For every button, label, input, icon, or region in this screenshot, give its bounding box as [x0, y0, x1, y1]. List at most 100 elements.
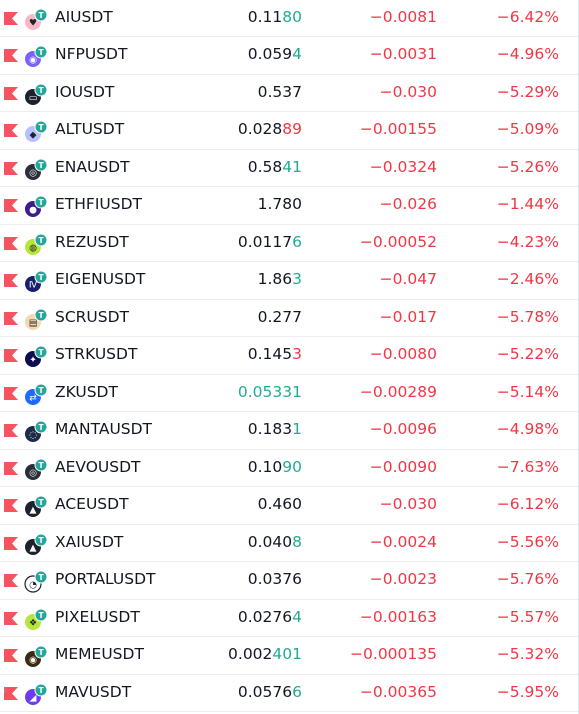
- svg-text:▤: ▤: [29, 318, 38, 328]
- watchlist-row[interactable]: ◉ T NFPUSDT 0.0594 −0.0031 −4.96%: [0, 37, 579, 75]
- flag-icon[interactable]: [4, 236, 18, 250]
- flag-icon[interactable]: [4, 12, 18, 25]
- price-tail: 80: [282, 8, 302, 26]
- svg-text:❖: ❖: [29, 618, 37, 628]
- watchlist-row[interactable]: Ⅳ T EIGENUSDT 1.863 −0.047 −2.46%: [0, 262, 579, 300]
- flag-icon[interactable]: [4, 124, 18, 137]
- last-price: 0.0376: [248, 570, 302, 588]
- symbol-label[interactable]: REZUSDT: [55, 232, 129, 251]
- last-price: 0.05766: [238, 683, 302, 701]
- coin-logo-icon: ● T: [25, 195, 48, 217]
- last-price: 1.863: [258, 270, 302, 288]
- percent-change: −4.96%: [496, 45, 559, 63]
- watchlist-row[interactable]: ▭ T IOUSDT 0.537 −0.030 −5.29%: [0, 75, 579, 112]
- price-change: −0.00163: [359, 607, 437, 626]
- price-tail: 8: [292, 532, 302, 551]
- watchlist-row[interactable]: ♥ T AIUSDT 0.1180 −0.0081 −6.42%: [0, 0, 579, 37]
- flag-icon[interactable]: [4, 49, 18, 62]
- last-price: 0.02764: [238, 608, 302, 626]
- symbol-label[interactable]: MAVUSDT: [55, 682, 132, 701]
- coin-logo-icon: ⇄ T: [25, 383, 48, 405]
- flag-icon[interactable]: [4, 386, 18, 400]
- svg-text:◎: ◎: [29, 168, 37, 178]
- watchlist-row[interactable]: ◎ T AEVOUSDT 0.1090 −0.0090 −7.63%: [0, 450, 579, 487]
- flag-icon[interactable]: [4, 686, 18, 700]
- last-price: 0.1180: [248, 8, 302, 26]
- price-base: 0.040: [247, 532, 293, 551]
- flag-icon[interactable]: [4, 461, 18, 475]
- expand-chevron-icon[interactable]: ›: [3, 684, 8, 697]
- watchlist-row[interactable]: ◢ T MAVUSDT 0.05766 −0.00365 −5.95%: [0, 675, 579, 712]
- watchlist-row[interactable]: ◔ T PORTALUSDT 0.0376 −0.0023 −5.76%: [0, 562, 579, 600]
- svg-text:T: T: [38, 648, 44, 657]
- watchlist-row[interactable]: ◉ T MEMEUSDT 0.002401 −0.000135 −5.32%: [0, 637, 579, 675]
- price-tail: 90: [282, 457, 302, 476]
- percent-change: −6.42%: [496, 8, 559, 26]
- flag-icon[interactable]: [4, 499, 18, 512]
- symbol-label[interactable]: NFPUSDT: [55, 45, 128, 63]
- percent-change: −4.98%: [496, 420, 559, 438]
- watchlist-row[interactable]: ◍ T REZUSDT 0.01176 −0.00052 −4.23%: [0, 225, 579, 262]
- watchlist-row[interactable]: ◎ T ENAUSDT 0.5841 −0.0324 −5.26%: [0, 150, 579, 187]
- svg-text:⇄: ⇄: [29, 393, 37, 403]
- price-change: −0.0081: [369, 8, 437, 26]
- percent-change: −7.63%: [496, 457, 559, 476]
- price-change: −0.0096: [369, 420, 437, 438]
- price-base: 0.0576: [237, 682, 293, 701]
- flag-icon[interactable]: [4, 611, 18, 625]
- price-change: −0.0090: [369, 457, 437, 476]
- symbol-label[interactable]: IOUSDT: [55, 82, 115, 101]
- symbol-label[interactable]: ZKUSDT: [55, 382, 118, 401]
- flag-icon[interactable]: [4, 649, 18, 662]
- svg-text:●: ●: [29, 206, 37, 216]
- flag-icon[interactable]: [4, 349, 18, 362]
- symbol-label[interactable]: STRKUSDT: [55, 345, 138, 363]
- coin-logo-icon: ▲ T: [25, 495, 48, 517]
- watchlist-row[interactable]: ▲ T ACEUSDT 0.460 −0.030 −6.12%: [0, 487, 579, 525]
- flag-icon[interactable]: [4, 199, 18, 212]
- coin-logo-icon: ◎ T: [25, 458, 48, 480]
- flag-icon[interactable]: [4, 86, 18, 100]
- percent-change: −6.12%: [496, 495, 559, 513]
- svg-text:T: T: [38, 198, 44, 207]
- flag-icon[interactable]: [4, 536, 18, 550]
- watchlist-row[interactable]: ✦ T STRKUSDT 0.1453 −0.0080 −5.22%: [0, 337, 579, 375]
- watchlist-row[interactable]: ▤ T SCRUSDT 0.277 −0.017 −5.78%: [0, 300, 579, 337]
- symbol-label[interactable]: XAIUSDT: [55, 532, 124, 551]
- flag-icon[interactable]: [4, 161, 18, 175]
- coin-logo-icon: ❖ T: [25, 608, 48, 630]
- symbol-label[interactable]: AIUSDT: [55, 8, 113, 26]
- flag-icon[interactable]: [4, 274, 18, 287]
- flag-icon[interactable]: [4, 424, 18, 437]
- price-base: 0.537: [257, 82, 302, 101]
- symbol-label[interactable]: ACEUSDT: [55, 495, 129, 513]
- percent-change: −5.56%: [496, 532, 559, 551]
- watchlist-row[interactable]: ◆ T ALTUSDT 0.02889 −0.00155 −5.09%: [0, 112, 579, 150]
- price-tail: 3: [292, 345, 302, 363]
- symbol-label[interactable]: ENAUSDT: [55, 157, 130, 176]
- symbol-label[interactable]: PIXELUSDT: [55, 607, 140, 626]
- symbol-label[interactable]: PORTALUSDT: [55, 570, 156, 588]
- watchlist-row[interactable]: ▲ T XAIUSDT 0.0408 −0.0024 −5.56%: [0, 525, 579, 562]
- symbol-label[interactable]: MEMEUSDT: [55, 645, 144, 663]
- watchlist-row[interactable]: ● T ETHFIUSDT 1.780 −0.026 −1.44%: [0, 187, 579, 225]
- watchlist-row[interactable]: ◌ T MANTAUSDT 0.1831 −0.0096 −4.98%: [0, 412, 579, 450]
- symbol-label[interactable]: ALTUSDT: [55, 120, 125, 138]
- price-tail: 401: [272, 645, 302, 663]
- symbol-label[interactable]: MANTAUSDT: [55, 420, 153, 438]
- symbol-label[interactable]: AEVOUSDT: [55, 457, 141, 476]
- price-base: 0.460: [257, 495, 302, 513]
- svg-text:T: T: [38, 423, 44, 432]
- price-change: −0.0023: [369, 570, 437, 588]
- symbol-label[interactable]: ETHFIUSDT: [55, 195, 142, 213]
- symbol-label[interactable]: SCRUSDT: [55, 307, 130, 326]
- flag-icon[interactable]: [4, 311, 18, 325]
- watchlist-row[interactable]: ❖ T PIXELUSDT 0.02764 −0.00163 −5.57%: [0, 600, 579, 637]
- watchlist-row[interactable]: ⇄ T ZKUSDT 0.05331 −0.00289 −5.14%: [0, 375, 579, 412]
- svg-text:Ⅳ: Ⅳ: [29, 281, 38, 291]
- symbol-label[interactable]: EIGENUSDT: [55, 270, 146, 288]
- price-tail: 1: [292, 420, 302, 438]
- coin-logo-icon: Ⅳ T: [25, 270, 48, 292]
- svg-text:◢: ◢: [30, 693, 37, 703]
- flag-icon[interactable]: [4, 574, 18, 587]
